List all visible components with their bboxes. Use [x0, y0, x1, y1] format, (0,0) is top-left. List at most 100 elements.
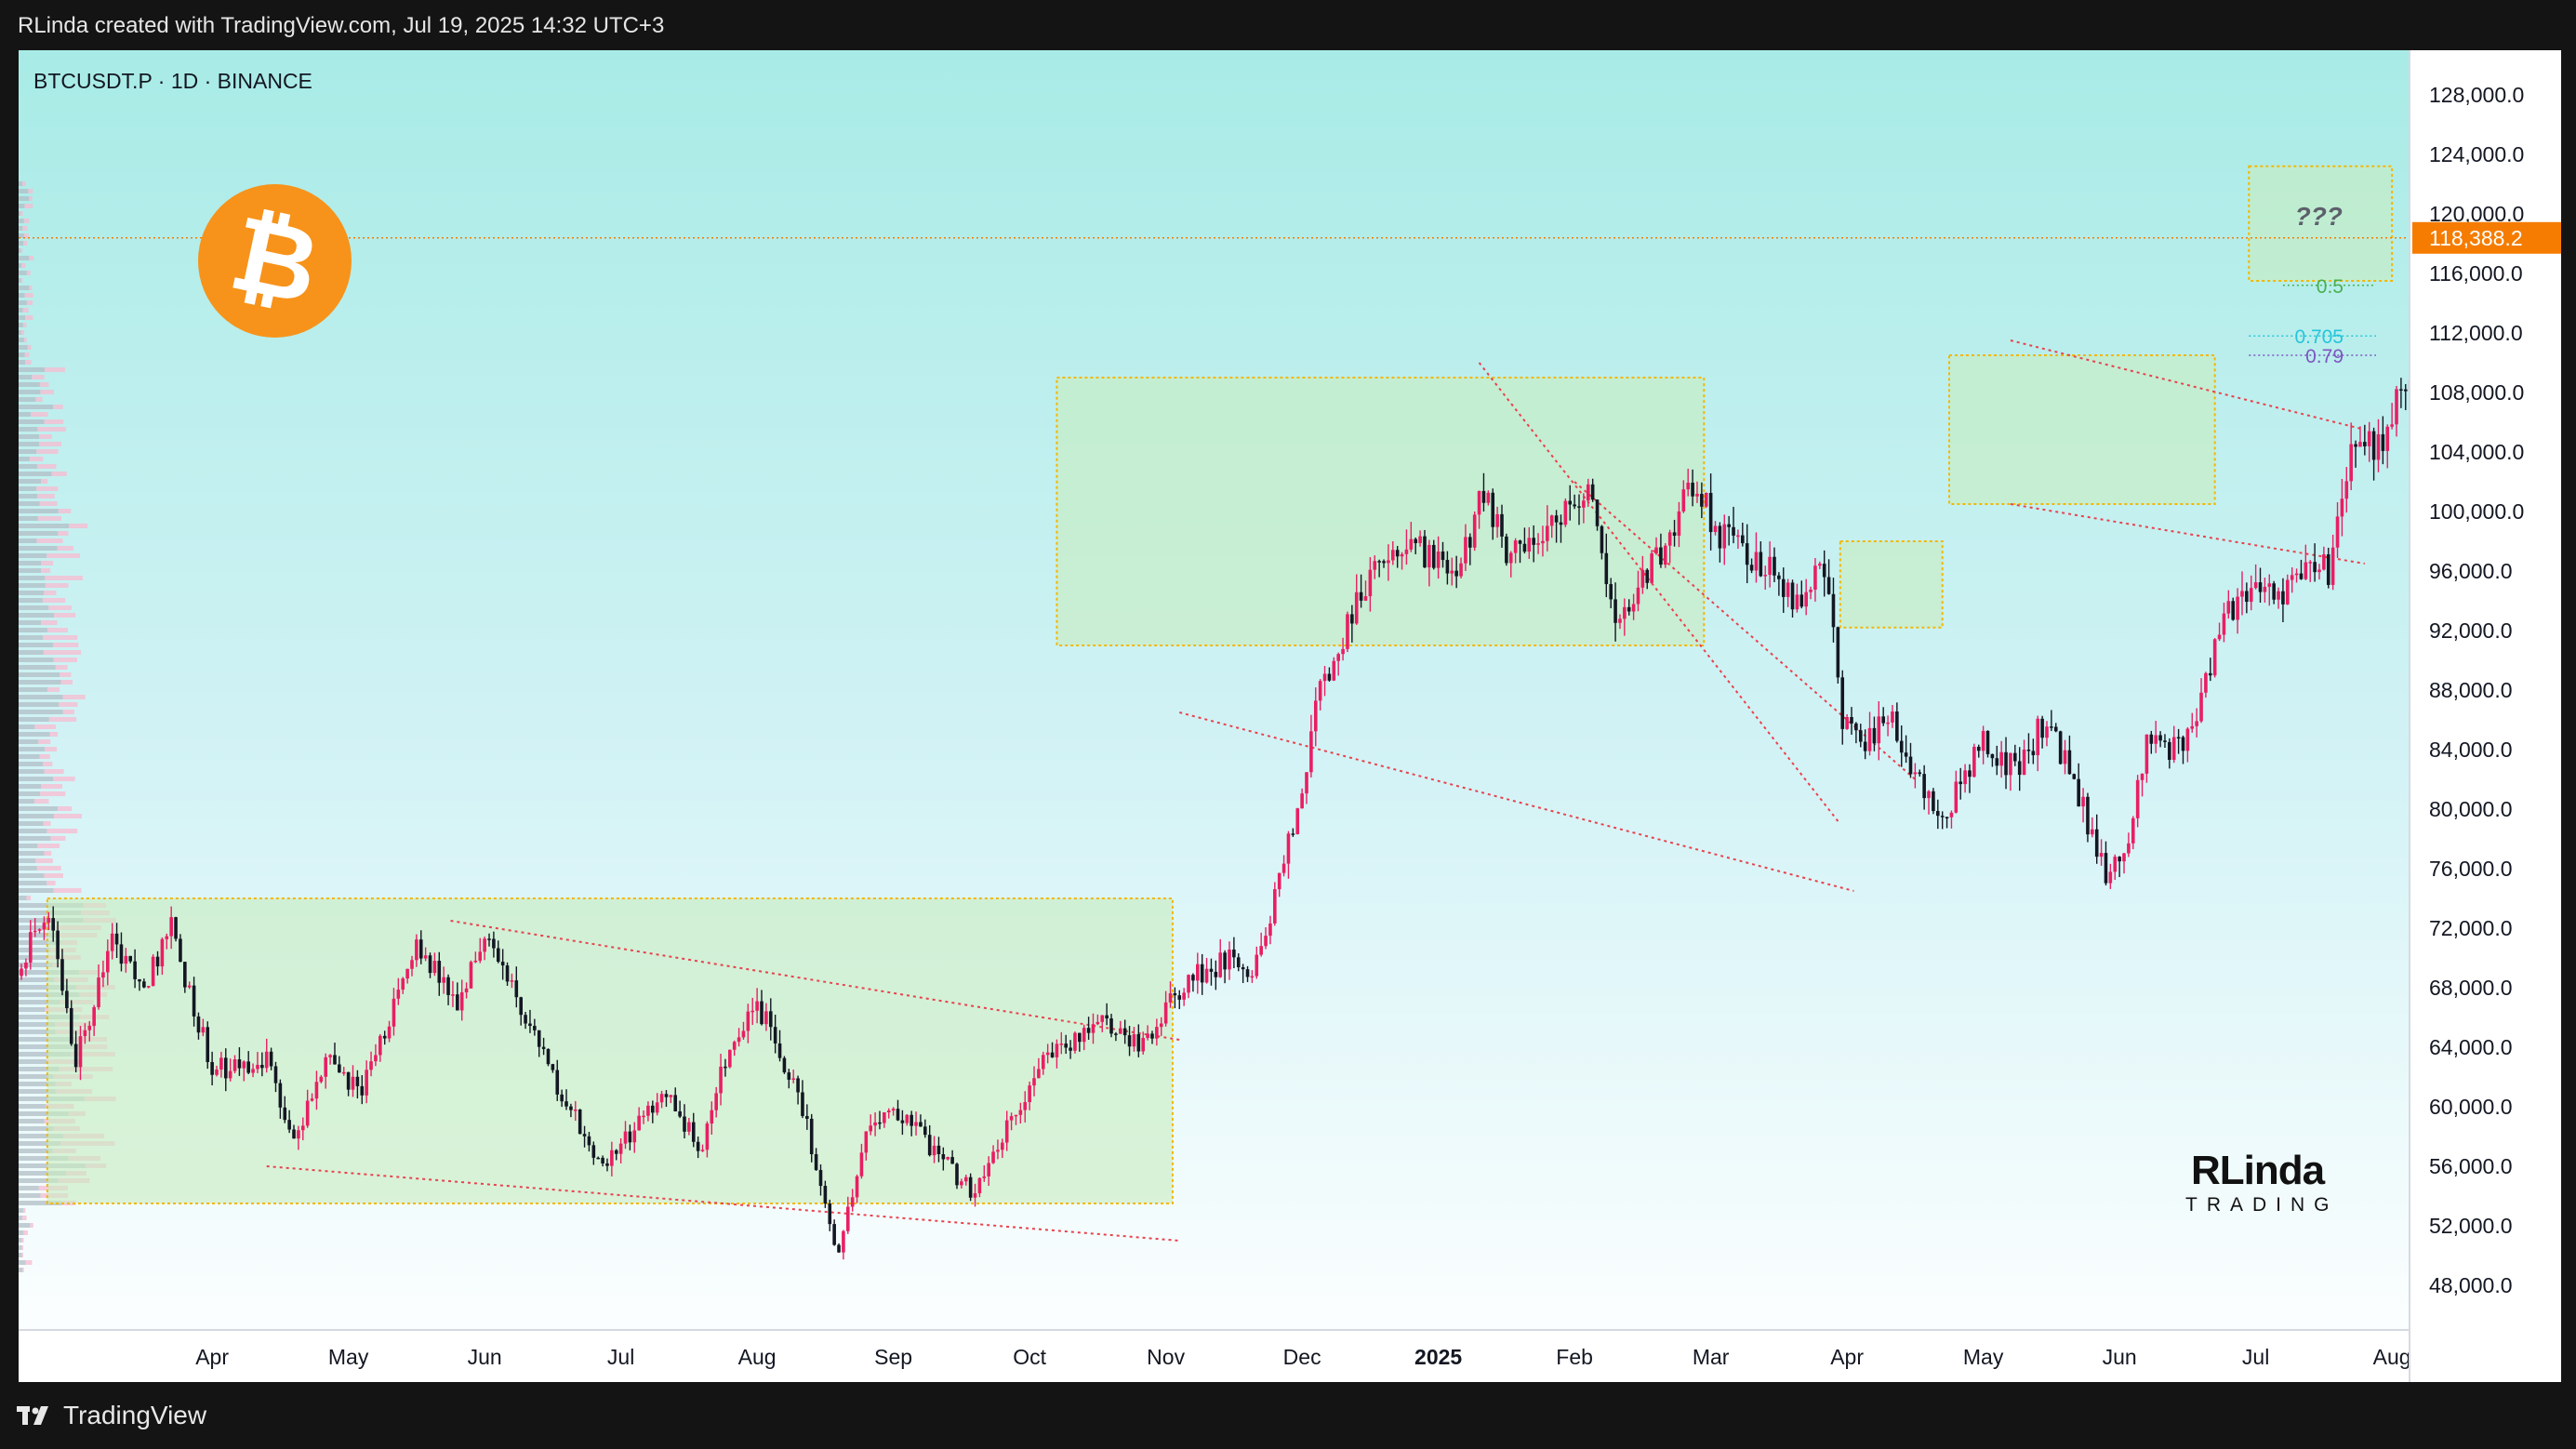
volume-bar [69, 524, 88, 528]
candle-body [2017, 761, 2022, 776]
candle-body [138, 978, 141, 982]
candle-body [1985, 730, 1990, 754]
candle-body [982, 1176, 987, 1178]
chart-pane[interactable]: 0.5 0.705 0.79 Apr May Jun Jul Aug Sep Oct Nov Dec… [19, 50, 2409, 1382]
price-axis-label: 60,000.0 [2429, 1095, 2513, 1119]
volume-bar [19, 955, 47, 960]
candle-body [341, 1071, 346, 1074]
candle-body [1672, 532, 1677, 536]
volume-bar [19, 747, 46, 751]
candle-body [42, 923, 46, 930]
price-axis[interactable]: 48,000.0 52,000.0 56,000.0 60,000.0 64,000.0… [2409, 50, 2561, 1382]
volume-bar [19, 658, 54, 662]
candle-body [1577, 506, 1581, 508]
candle-body [1491, 492, 1495, 527]
candle-body [459, 992, 464, 1011]
candle-body [128, 955, 133, 962]
candle-body [845, 1206, 850, 1231]
candle-body [378, 1035, 382, 1056]
volume-bar [47, 628, 68, 632]
volume-bar [41, 479, 48, 484]
candle-body [618, 1143, 623, 1154]
candle-body [1073, 1032, 1077, 1051]
candle-body [1718, 525, 1722, 549]
candle-body [1418, 536, 1422, 543]
candle-body [1395, 550, 1400, 557]
last-price-label: 118,388.2 [2429, 226, 2523, 250]
candle-body [415, 939, 418, 961]
candle-body [283, 1107, 287, 1121]
candle-body [873, 1122, 877, 1126]
volume-bar [43, 821, 51, 826]
volume-bar [39, 501, 58, 506]
volume-bar [47, 687, 60, 692]
candle-body [1454, 570, 1458, 577]
candle-body [1522, 543, 1527, 552]
candle-body [1450, 570, 1454, 574]
volume-bar [19, 293, 25, 298]
candle-body [832, 1224, 836, 1245]
volume-bar [46, 829, 78, 833]
tradingview-logo[interactable]: TradingView [17, 1401, 206, 1430]
candle-body [1713, 525, 1718, 533]
volume-bar [19, 1134, 63, 1138]
candle-body [910, 1114, 913, 1126]
candle-body [106, 950, 110, 973]
volume-bar [19, 181, 22, 186]
candle-body [2277, 591, 2280, 600]
candle-body [1940, 816, 1945, 818]
volume-bar [24, 293, 33, 298]
candle-body [1091, 1024, 1095, 1033]
bitcoin-icon: ₿ [198, 184, 352, 338]
candle-body [1264, 936, 1268, 947]
volume-bar [19, 494, 38, 499]
volume-bar [21, 1238, 24, 1243]
candle-body [1582, 500, 1586, 508]
volume-bar [19, 799, 34, 804]
candle-body [710, 1110, 714, 1124]
candle-body [1255, 954, 1259, 977]
volume-bar [19, 1059, 47, 1064]
candle-body [1209, 968, 1214, 972]
candle-body [1972, 746, 1976, 778]
volume-bar [45, 747, 58, 751]
candle-body [1809, 590, 1812, 592]
volume-bar [19, 464, 38, 469]
candle-body [1745, 543, 1749, 565]
volume-bar [21, 1245, 23, 1250]
price-axis-canvas[interactable]: 48,000.0 52,000.0 56,000.0 60,000.0 64,000.0… [2409, 50, 2561, 1382]
volume-bar [19, 873, 45, 878]
candle-body [2009, 752, 2012, 776]
candle-body [2272, 583, 2276, 600]
candle-body [2253, 582, 2258, 589]
candle-body [582, 1134, 587, 1137]
candle-body [963, 1176, 968, 1182]
candle-body [2031, 751, 2036, 756]
volume-bar [19, 925, 55, 930]
time-axis-label: Jun [468, 1345, 502, 1369]
candle-body [219, 1057, 223, 1070]
candle-body [1908, 756, 1913, 775]
volume-bar [23, 241, 28, 246]
candle-body [605, 1163, 609, 1166]
candle-body [1327, 673, 1332, 681]
volume-bar [19, 248, 20, 253]
volume-bar [19, 1000, 60, 1004]
candle-body [883, 1112, 886, 1123]
volume-bar [19, 263, 22, 268]
candle-body [564, 1101, 568, 1107]
candle-body [1295, 808, 1300, 834]
volume-bar [19, 345, 28, 350]
volume-bar [32, 375, 45, 379]
volume-bar [19, 553, 47, 558]
volume-bar [19, 1052, 72, 1057]
volume-bar [19, 308, 23, 312]
candle-body [1795, 594, 1799, 610]
candle-body [1245, 969, 1250, 977]
volume-bar [43, 635, 78, 640]
candle-body [1359, 592, 1363, 601]
candle-body [1781, 578, 1786, 597]
volume-bar [19, 286, 30, 290]
candle-body [369, 1061, 373, 1070]
